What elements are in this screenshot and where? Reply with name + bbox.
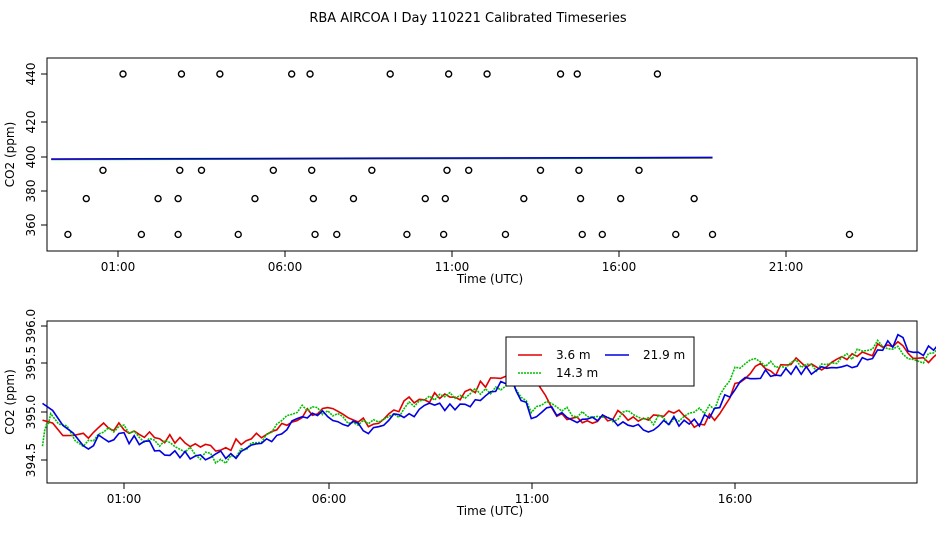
calibration-point — [154, 194, 162, 203]
calibration-point — [653, 70, 662, 78]
legend-box — [505, 336, 695, 387]
y-axis-label: CO2 (ppm) — [3, 122, 17, 188]
calibration-point — [82, 194, 90, 203]
calibration-point — [177, 70, 186, 78]
calibration-point — [690, 194, 698, 203]
y-tick-label: 395.0 — [24, 395, 38, 429]
calibration-point — [368, 166, 376, 174]
y-tick-label: 440 — [24, 63, 38, 86]
calibration-point — [99, 166, 107, 174]
series-line-green — [41, 339, 936, 465]
calibration-point — [598, 230, 606, 239]
calibration-point — [616, 194, 625, 203]
calibration-point — [635, 166, 643, 174]
y-tick-label: 360 — [24, 214, 38, 237]
x-tick-label: 21:00 — [769, 260, 804, 274]
calibration-point — [536, 166, 545, 174]
legend: 3.6 m 21.9 m 14.3 m — [505, 336, 695, 387]
calibration-point — [269, 166, 278, 174]
calibration-point — [176, 166, 184, 174]
y-tick-label: 394.5 — [24, 443, 38, 477]
calibration-point — [556, 70, 565, 78]
calibration-point — [421, 194, 429, 203]
y-tick-label: 420 — [24, 111, 38, 134]
series-line-blue — [42, 333, 936, 461]
calibration-point — [578, 230, 586, 239]
calibration-point — [234, 230, 242, 239]
calibration-point — [137, 230, 146, 239]
x-tick-label: 06:00 — [268, 260, 303, 274]
calibration-point — [845, 230, 854, 239]
chart-title: RBA AIRCOA I Day 110221 Calibrated Times… — [309, 11, 627, 26]
calibration-point — [443, 166, 451, 174]
calibration-point — [439, 230, 448, 239]
legend-label: 21.9 m — [643, 348, 685, 362]
calibration-point — [349, 194, 358, 203]
y-tick-label: 400 — [24, 146, 38, 169]
y-axis-label: CO2 (ppm) — [3, 369, 17, 435]
x-tick-label: 16:00 — [602, 260, 637, 274]
calibration-point — [441, 194, 450, 203]
legend-label: 3.6 m — [556, 348, 591, 362]
calibration-point — [251, 194, 259, 203]
series-line-red — [42, 340, 936, 452]
calibration-point — [465, 166, 473, 174]
calibration-point — [287, 70, 296, 78]
x-tick-label: 06:00 — [312, 492, 347, 506]
calibration-point — [216, 70, 224, 78]
series-line-blue — [51, 156, 713, 160]
calibration-point — [520, 194, 528, 203]
calibration-point — [333, 230, 341, 239]
calibration-point — [386, 70, 394, 78]
bottom-panel: 01:00 06:00 11:00 16:00 394.5 395.0 395.5 396.0… — [3, 309, 936, 518]
plot-frame — [46, 57, 918, 252]
calibration-point — [403, 230, 411, 239]
top-panel: 01:00 06:00 11:00 16:00 21:00 360 380 400 420 440… — [3, 57, 918, 286]
x-axis-label: Time (UTC) — [456, 504, 523, 518]
calibration-point — [306, 70, 314, 78]
calibration-point — [573, 70, 581, 78]
plot-frame — [46, 320, 918, 484]
calibration-point — [119, 70, 127, 78]
calibration-point — [64, 230, 72, 239]
x-tick-label: 01:00 — [101, 260, 136, 274]
x-tick-label: 16:00 — [718, 492, 753, 506]
calibration-point — [444, 70, 453, 78]
calibration-point — [174, 194, 182, 203]
x-tick-label: 11:00 — [435, 260, 470, 274]
calibration-point — [311, 230, 319, 239]
y-tick-label: 380 — [24, 180, 38, 203]
y-tick-label: 396.0 — [24, 309, 38, 343]
calibration-point — [575, 166, 583, 174]
legend-label: 14.3 m — [556, 366, 598, 380]
calibration-point — [197, 166, 206, 174]
y-tick-label: 395.5 — [24, 346, 38, 380]
calibration-point — [483, 70, 491, 78]
calibration-point — [576, 194, 585, 203]
x-axis-label: Time (UTC) — [456, 272, 523, 286]
calibration-point — [308, 166, 316, 174]
calibration-point — [174, 230, 182, 239]
calibration-point — [708, 230, 717, 239]
calibration-point — [672, 230, 680, 239]
calibration-point — [501, 230, 510, 239]
x-tick-label: 11:00 — [515, 492, 550, 506]
x-tick-label: 01:00 — [107, 492, 142, 506]
calibration-point — [309, 194, 318, 203]
